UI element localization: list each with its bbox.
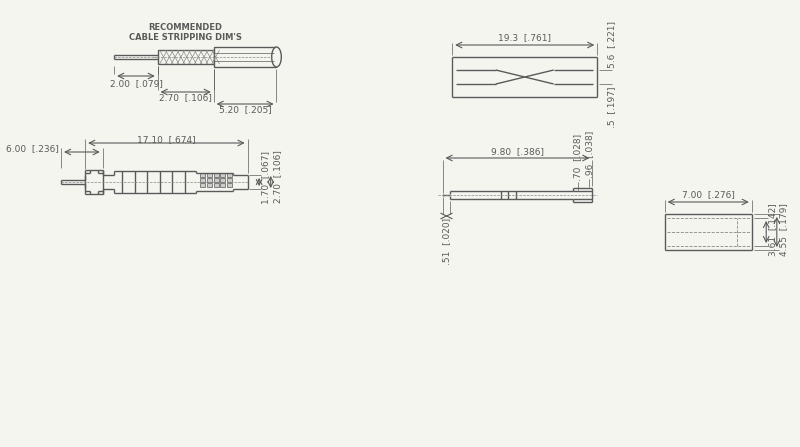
Text: .70  [.028]: .70 [.028] <box>574 134 582 181</box>
Bar <box>227 178 232 182</box>
Text: 2.70  [.106]: 2.70 [.106] <box>159 93 212 102</box>
Bar <box>207 183 212 187</box>
Bar <box>214 183 218 187</box>
Bar <box>207 178 212 182</box>
Bar <box>227 173 232 177</box>
Bar <box>200 178 205 182</box>
Bar <box>221 183 226 187</box>
Text: 6.00  [.236]: 6.00 [.236] <box>6 144 59 153</box>
Text: 9.80  [.386]: 9.80 [.386] <box>491 147 544 156</box>
Bar <box>221 178 226 182</box>
Bar <box>221 173 226 177</box>
Text: .5  [.197]: .5 [.197] <box>607 86 616 127</box>
Text: 1.70  [.067]: 1.70 [.067] <box>261 152 270 204</box>
Bar <box>200 183 205 187</box>
Text: 5.20  [.205]: 5.20 [.205] <box>218 105 271 114</box>
Bar <box>158 50 214 64</box>
Text: 19.3  [.761]: 19.3 [.761] <box>498 33 551 42</box>
Text: 7.00  [.276]: 7.00 [.276] <box>682 190 734 199</box>
Bar <box>200 173 205 177</box>
Text: 2.70  [.106]: 2.70 [.106] <box>273 151 282 203</box>
Text: .51  [.020]: .51 [.020] <box>442 218 451 265</box>
Text: 2.00  [.079]: 2.00 [.079] <box>110 79 162 88</box>
Text: 5.6  [.221]: 5.6 [.221] <box>607 21 616 68</box>
Ellipse shape <box>272 47 282 67</box>
Text: RECOMMENDED
CABLE STRIPPING DIM'S: RECOMMENDED CABLE STRIPPING DIM'S <box>130 23 242 42</box>
Bar <box>207 173 212 177</box>
Text: 4.55  [.179]: 4.55 [.179] <box>778 203 788 257</box>
Bar <box>227 183 232 187</box>
Text: .96  [.038]: .96 [.038] <box>585 131 594 178</box>
Bar <box>214 173 218 177</box>
Bar <box>214 47 277 67</box>
Text: 17.10  [.674]: 17.10 [.674] <box>137 135 196 144</box>
Bar <box>214 178 218 182</box>
Text: 3.61  [.142]: 3.61 [.142] <box>768 204 777 257</box>
